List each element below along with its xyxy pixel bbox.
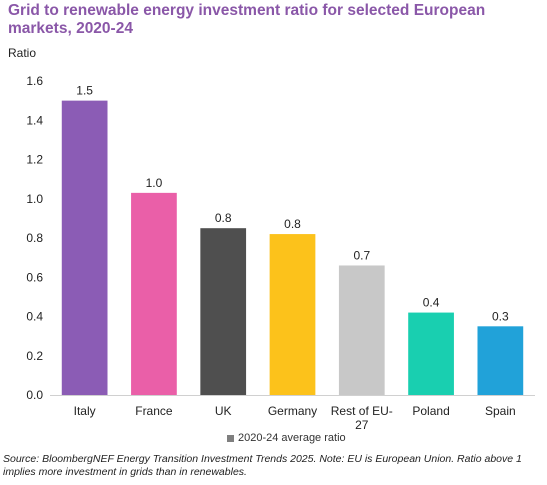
x-tick-label: UK [215,404,232,418]
bar-poland [408,312,454,395]
data-label: 0.3 [492,309,509,323]
bar-rest-of-eu-27 [338,265,385,395]
legend: 2020-24 average ratio [227,432,346,444]
data-label: 1.0 [146,176,163,190]
y-axis-ticks: 0.0 0.2 0.4 0.6 0.8 1.0 1.2 1.4 1.6 [26,74,43,402]
bar-italy [61,100,108,395]
legend-label: 2020-24 average ratio [238,432,346,444]
data-label: 1.5 [76,84,93,98]
source-note: Source: BloombergNEF Energy Transition I… [3,453,522,478]
y-tick-label: 1.4 [26,113,43,127]
x-tick-label: Poland [412,404,449,418]
data-label: 0.8 [284,217,301,231]
data-label: 0.4 [423,296,440,310]
y-tick-label: 0.0 [26,388,43,402]
x-tick-label: France [135,404,173,418]
y-tick-label: 1.6 [26,74,43,88]
y-tick-label: 0.4 [26,310,43,324]
chart-title: Grid to renewable energy investment rati… [8,2,486,37]
x-tick-label: 27 [355,418,369,432]
y-tick-label: 0.6 [26,270,43,284]
y-tick-label: 0.2 [26,349,43,363]
data-label: 0.7 [353,248,370,262]
bar-spain [477,326,524,395]
x-tick-label: Germany [268,404,317,418]
y-tick-label: 0.8 [26,231,43,245]
y-tick-label: 1.2 [26,153,43,167]
bar-france [131,192,177,395]
bars [61,100,524,395]
y-axis-label: Ratio [8,46,36,60]
bar-germany [269,234,316,395]
data-labels: 1.5 1.0 0.8 0.8 0.7 0.4 0.3 [76,84,509,324]
x-tick-label: Rest of EU- [331,404,393,418]
x-axis-ticks: Italy France UK Germany Rest of EU-27 Poland S… [74,404,516,432]
y-tick-label: 1.0 [26,192,43,206]
x-tick-label: Spain [485,404,516,418]
data-label: 0.8 [215,211,232,225]
bar-uk [200,228,247,395]
legend-swatch [227,434,234,442]
x-tick-label: Italy [74,404,96,418]
